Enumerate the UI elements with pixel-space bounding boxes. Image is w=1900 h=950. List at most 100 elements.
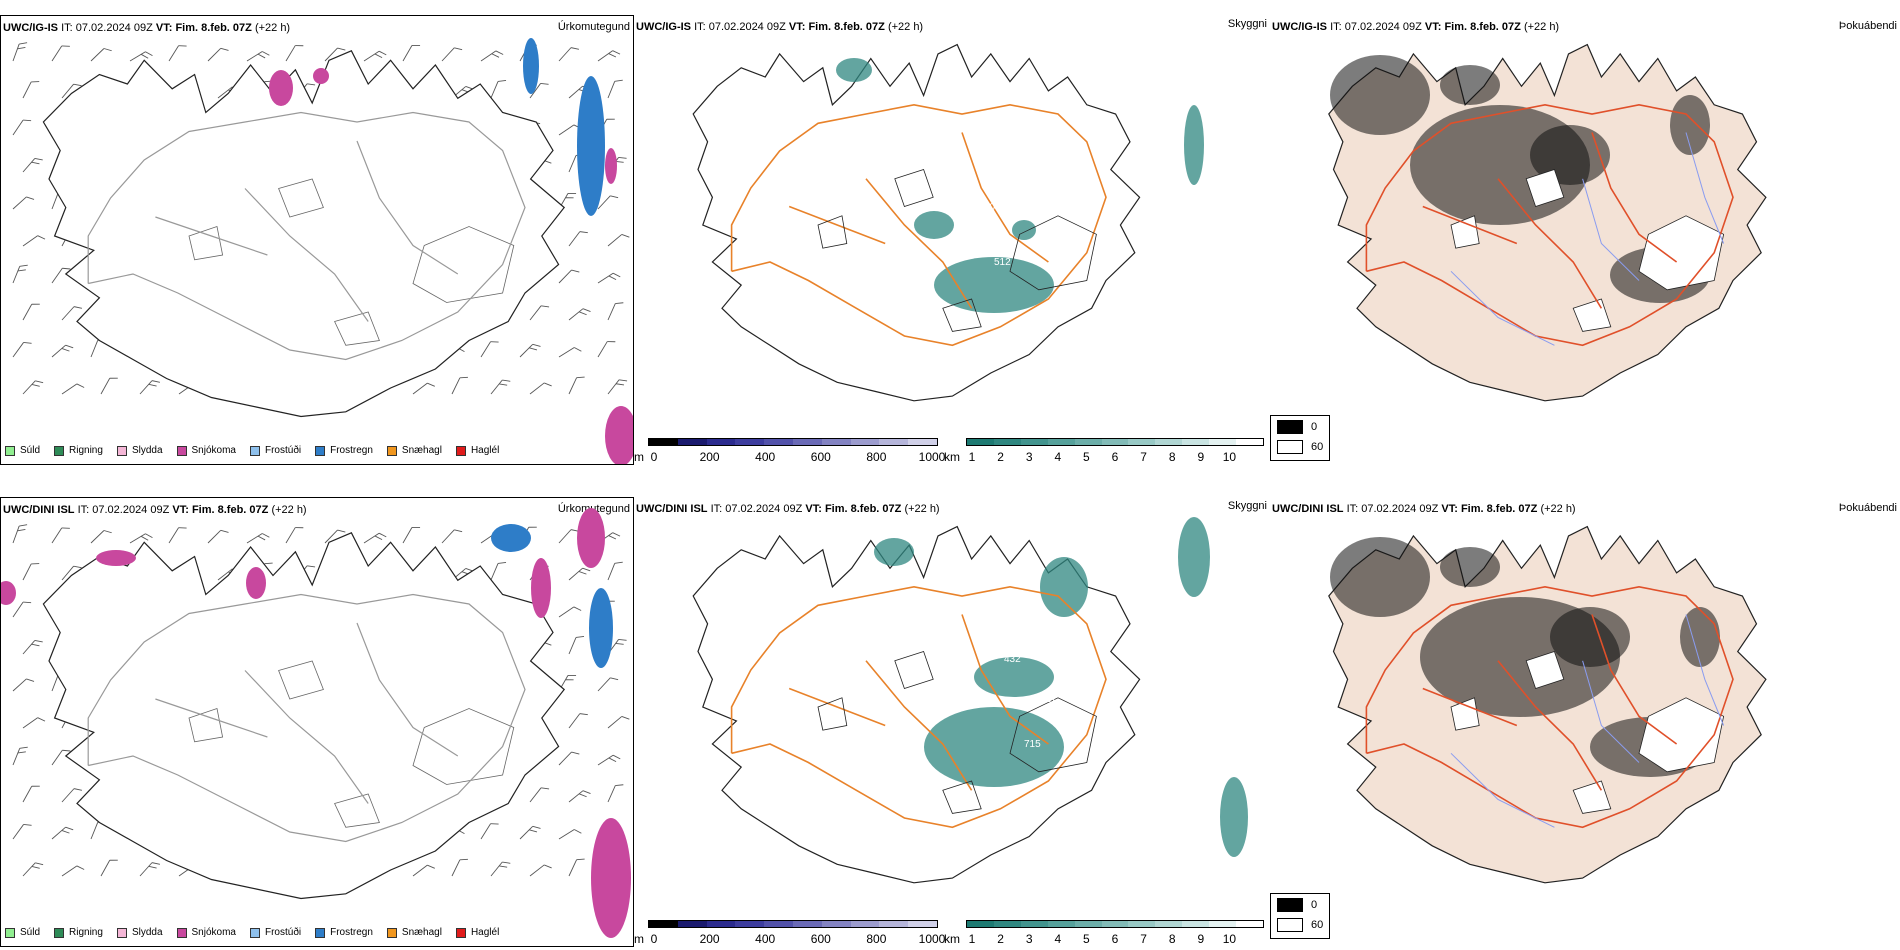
colorbar-strip: [648, 438, 938, 446]
visibility-value-label: 217: [1040, 694, 1057, 705]
low-visibility-area: [1184, 105, 1204, 185]
colorbar-tick-label: 0: [650, 932, 658, 946]
colorbar-unit: km: [944, 450, 960, 464]
wind-barb: [51, 749, 71, 766]
legend-item: Súld: [5, 445, 40, 456]
road-line: [961, 614, 1049, 745]
wind-barb: [568, 308, 591, 321]
wind-barb: [22, 717, 46, 729]
wind-barb: [558, 829, 582, 840]
wind-barb: [22, 157, 43, 173]
colorbar-tick-label: 200: [699, 932, 720, 946]
panel-title: UWC/IG-IS IT: 07.02.2024 09Z VT: Fim. 8.…: [1272, 21, 1560, 33]
wind-barb: [90, 530, 112, 544]
colorbar-tick-label: 800: [866, 932, 887, 946]
wind-barb: [412, 864, 435, 877]
road-line: [1591, 614, 1678, 745]
wind-barb: [100, 377, 118, 395]
fog-indicator-area: [1530, 125, 1610, 185]
wind-barb: [51, 267, 71, 284]
legend-swatch: [54, 927, 65, 938]
legend-label: Snjókoma: [191, 927, 236, 938]
low-visibility-area: [924, 707, 1064, 787]
fog-panel-top: UWC/IG-IS IT: 07.02.2024 09Z VT: Fim. 8.…: [1270, 15, 1900, 465]
legend-label: Rigning: [69, 445, 103, 456]
glacier-outline: [942, 780, 982, 814]
precip-area: [605, 406, 633, 464]
colorbar-visibility: km 1 2 3 4 5 6 7 8 9 10: [944, 920, 1270, 947]
wind-barb: [529, 305, 550, 321]
colorbar-tick-label: 600: [810, 450, 831, 464]
legend-swatch: [386, 927, 397, 938]
legend-label: Frostregn: [330, 445, 373, 456]
colorbar-tick-label: 600: [810, 932, 831, 946]
colorbar-height: m 0 200 400 600 800 1000: [634, 920, 946, 947]
visibility-value-label: 715: [1024, 739, 1041, 750]
legend-label: Rigning: [69, 927, 103, 938]
road-line: [1497, 660, 1603, 791]
panel-variable: Þokuábendi: [1838, 502, 1897, 514]
low-visibility-area: [836, 58, 872, 82]
road-line: [961, 132, 1049, 263]
wind-barb: [139, 380, 161, 395]
visibility-map: 432 285 217 181 715 446: [692, 517, 1248, 884]
fog-legend-item: 60: [1277, 918, 1323, 932]
colorbar-tick-label: 1000: [918, 932, 946, 946]
precip-area: [269, 70, 293, 106]
visibility-panel-top: UWC/IG-IS IT: 07.02.2024 09Z VT: Fim. 8.…: [634, 15, 1270, 465]
colorbar-tick-label: 400: [755, 450, 776, 464]
colorbar-tick-label: 9: [1197, 450, 1205, 464]
wind-barb: [324, 529, 346, 544]
wind-barb: [607, 561, 623, 581]
legend-label: Frostúði: [264, 445, 302, 456]
wind-barb: [246, 51, 270, 62]
wind-barb: [129, 533, 153, 544]
glacier-outline: [942, 298, 982, 332]
glacier-outline: [412, 708, 515, 785]
low-visibility-area: [1220, 777, 1248, 857]
glacier-outline: [817, 215, 848, 249]
road-line: [87, 593, 526, 843]
colorbar-tick-label: 5: [1083, 450, 1090, 464]
colorbar-tick-label: 200: [699, 450, 720, 464]
wind-barb: [568, 636, 585, 655]
fog-indicator-area: [1670, 95, 1710, 155]
colorbar-tick-label: 10: [1222, 450, 1237, 464]
fog-legend: 0 60: [1270, 415, 1330, 461]
colorbar-tick-label: 5: [1083, 932, 1090, 946]
wind-barb: [402, 526, 421, 544]
glacier-outline: [1009, 215, 1097, 291]
colorbar-unit: m: [634, 450, 644, 464]
visibility-value-label: 304: [984, 202, 1001, 213]
wind-barb: [480, 50, 504, 62]
colorbar-tick-label: 4: [1054, 932, 1062, 946]
river-line: [1685, 132, 1725, 244]
road-line: [244, 188, 369, 322]
legend-label: Slydda: [131, 445, 163, 456]
colorbar-strip: [966, 920, 1264, 928]
iceland-coastline: [42, 50, 566, 418]
legend-swatch: [1277, 898, 1303, 912]
precip-area: [246, 567, 266, 599]
river-line: [1450, 752, 1555, 828]
legend-item: Snjókoma: [176, 927, 236, 938]
glacier-outline: [894, 650, 934, 689]
wind-barb: [607, 79, 623, 99]
colorbar-tick-label: 2: [997, 450, 1004, 464]
legend-label: Frostregn: [330, 927, 373, 938]
glacier-outline: [334, 311, 380, 346]
colorbar-tick-label: 2: [997, 932, 1004, 946]
low-visibility-area: [1178, 517, 1210, 597]
road-line: [865, 178, 973, 309]
colorbar-strip: [966, 438, 1264, 446]
legend-label: Súld: [20, 445, 41, 456]
legend-label: Snæhagl: [401, 445, 442, 456]
road-line: [730, 103, 1107, 347]
wind-barb: [51, 344, 74, 358]
road-line: [155, 698, 268, 738]
river-line: [1582, 178, 1640, 281]
legend-swatch: [116, 445, 127, 456]
legend-swatch: [5, 927, 15, 938]
road-line: [1497, 178, 1603, 309]
wind-barb: [607, 234, 630, 247]
